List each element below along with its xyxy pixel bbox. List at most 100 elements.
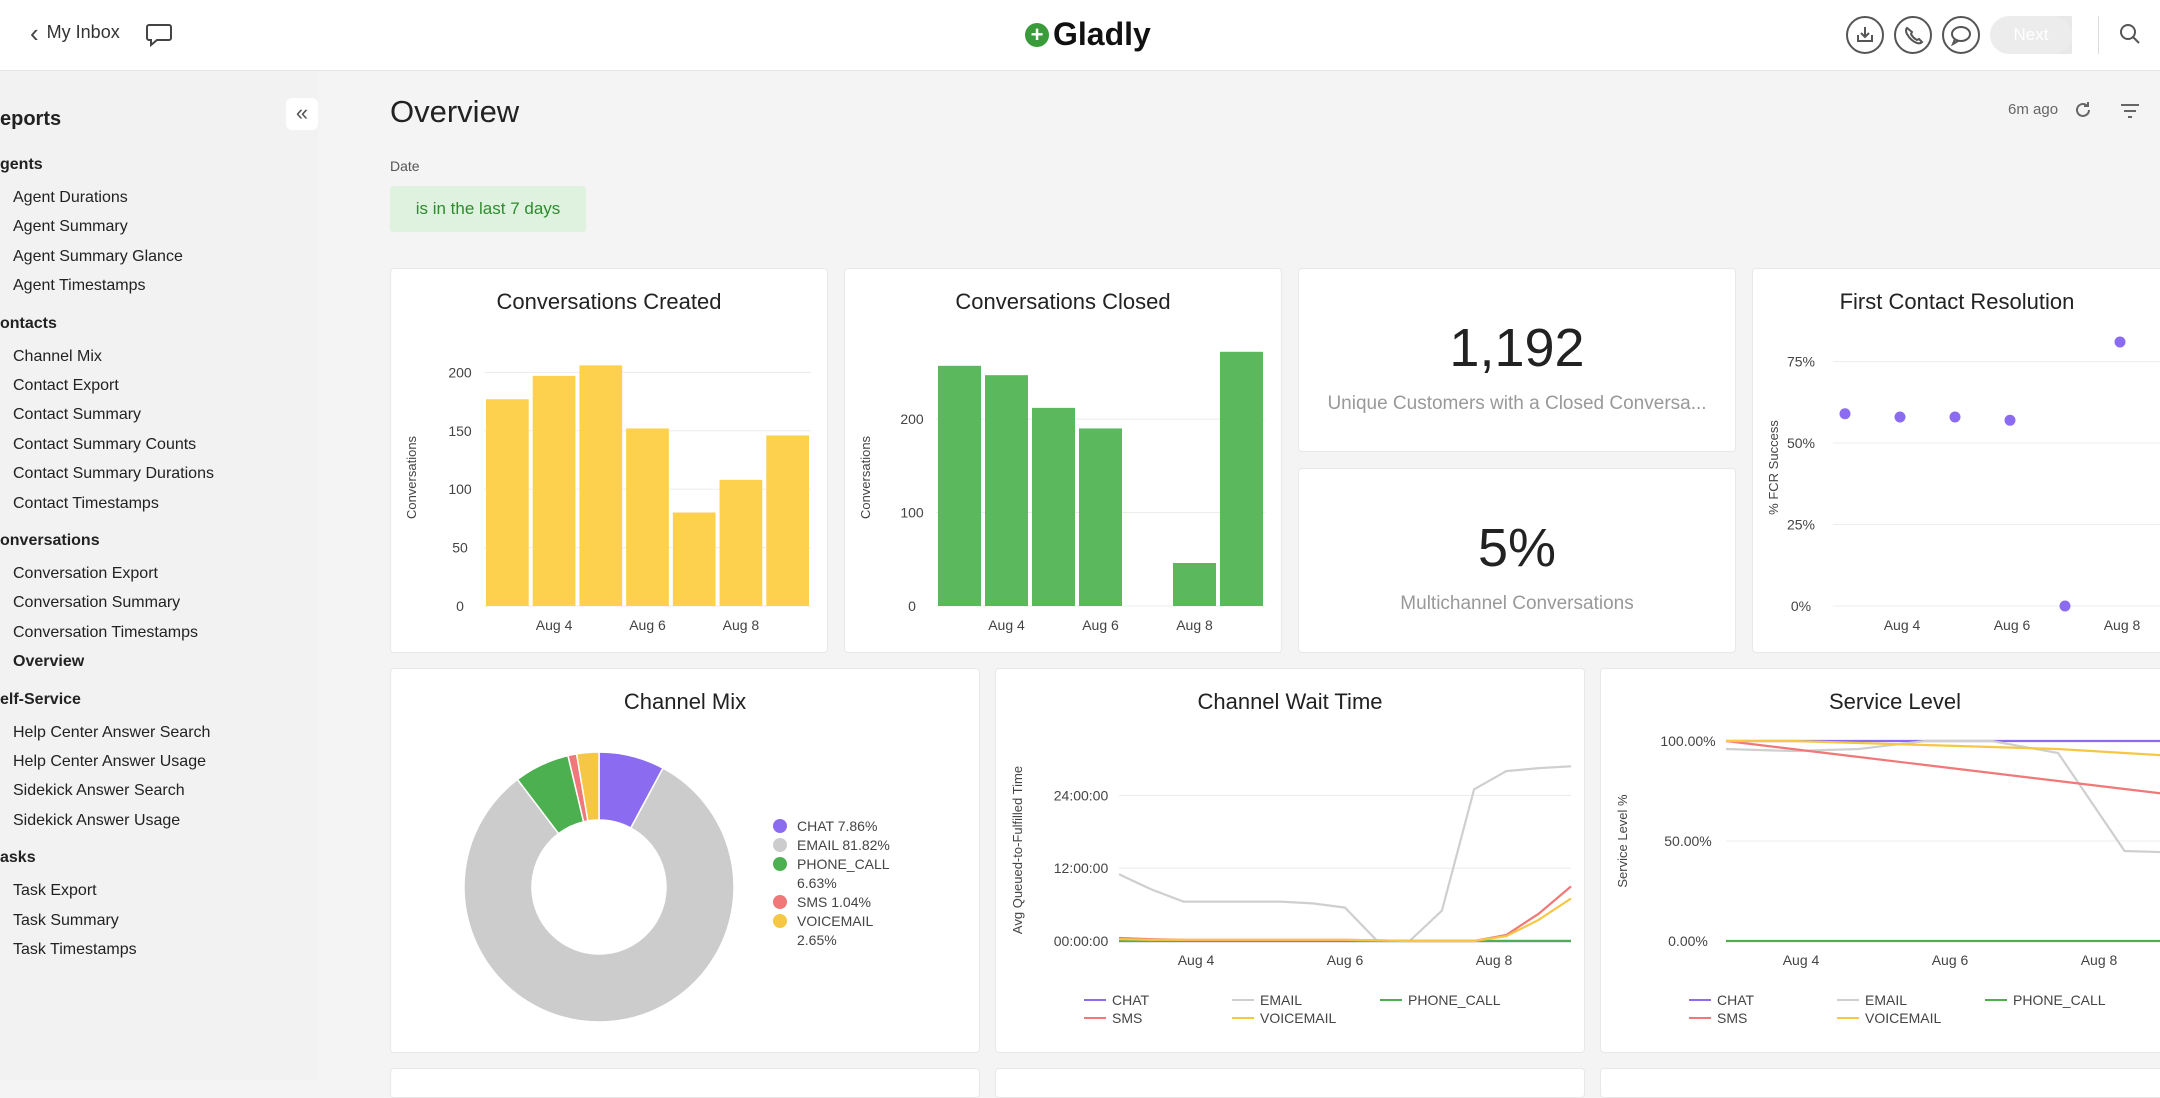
bar (672, 512, 716, 606)
series-line (1118, 885, 1572, 943)
chart-title: Channel Wait Time (1197, 689, 1383, 714)
sidebar-item[interactable]: Task Summary (13, 911, 119, 929)
first-contact-resolution-card: First Contact Resolution 0% 25% 50% 75% % FC… (1752, 268, 2160, 653)
sidebar-item[interactable]: Overview (13, 653, 85, 671)
legend-label: SMS (1112, 1010, 1142, 1026)
data-point (2059, 600, 2071, 612)
legend-label: VOICEMAIL (1865, 1010, 1941, 1026)
y-tick-label: 100 (448, 481, 472, 497)
legend-swatch (773, 857, 787, 871)
y-tick-label: 200 (448, 364, 472, 380)
y-tick-label: 00:00:00 (1054, 933, 1109, 949)
y-tick-label: 200 (900, 411, 924, 427)
sidebar-item[interactable]: Conversation Summary (13, 594, 181, 612)
sidebar-item[interactable]: Agent Durations (13, 189, 128, 206)
sidebar-item[interactable]: Contact Summary Durations (13, 465, 214, 483)
channel-mix-card: Channel Mix CHAT 7.86% EMAIL 81.82% PHONE_… (390, 668, 980, 1053)
back-label: My Inbox (46, 22, 120, 42)
legend-label: PHONE_CALL (2013, 992, 2106, 1008)
sidebar-group-label: elf-Service (0, 690, 81, 708)
bar (938, 365, 981, 606)
date-filter-chip[interactable]: is in the last 7 days (390, 186, 586, 232)
y-axis-label: Service Level % (1615, 794, 1630, 888)
sidebar-group-label: ontacts (0, 314, 57, 332)
x-tick-label: Aug 4 (1884, 617, 1921, 633)
bar (579, 365, 623, 606)
multichannel-card: 5% Multichannel Conversations (1298, 468, 1736, 653)
gladly-logo: + Gladly (1025, 16, 1151, 53)
data-point (2004, 414, 2016, 426)
sidebar-item[interactable]: Conversation Export (13, 565, 158, 582)
legend-label: PHONE_CALL (797, 856, 890, 872)
bar (985, 375, 1028, 606)
bar (1079, 428, 1122, 606)
sidebar-item[interactable]: Sidekick Answer Search (13, 782, 185, 800)
conversations-closed-card: Conversations Closed 0 100 200 Conversation… (844, 268, 1282, 653)
chat-bubble-icon[interactable] (145, 20, 173, 48)
y-tick-label: 100.00% (1660, 733, 1715, 749)
pie-slice (463, 767, 735, 1023)
legend-label: CHAT (1112, 992, 1150, 1008)
back-to-inbox-link[interactable]: ‹ My Inbox (30, 20, 120, 46)
sidebar-item[interactable]: Contact Summary (13, 406, 142, 424)
bar (1173, 563, 1216, 606)
y-tick-label: 100 (900, 505, 924, 521)
bar (719, 479, 763, 606)
sidebar-item[interactable]: Sidekick Answer Usage (13, 811, 181, 829)
chart-title: Channel Mix (623, 689, 747, 714)
bar (626, 428, 669, 606)
download-icon[interactable] (1846, 16, 1884, 54)
sidebar-item[interactable]: Agent Summary (13, 218, 128, 236)
next-row-card (390, 1068, 980, 1098)
conversations-closed-chart: 0 100 200 Conversations Aug 4 Aug 6 Aug 8 (858, 351, 1265, 633)
phone-icon[interactable] (1894, 16, 1932, 54)
unique-customers-value: 1,192 (1449, 318, 1585, 378)
x-tick-label: Aug 4 (1783, 952, 1820, 968)
data-point (1894, 411, 1906, 423)
next-button-label[interactable]: Next (1990, 16, 2072, 54)
bar (1032, 407, 1075, 606)
channel-wait-time-card: Channel Wait Time 00:00:00 12:00:00 24:00:… (995, 668, 1585, 1053)
series-line (1725, 739, 2160, 854)
sidebar-item[interactable]: Contact Summary Counts (13, 435, 197, 453)
refresh-icon[interactable] (2072, 99, 2094, 121)
top-bar: ‹ My Inbox + Gladly Next Next (0, 0, 2160, 71)
sidebar-item[interactable]: Contact Timestamps (13, 494, 159, 512)
x-tick-label: Aug 6 (1327, 952, 1364, 968)
sidebar-item[interactable]: Agent Timestamps (13, 277, 146, 295)
filter-icon[interactable] (2118, 100, 2142, 122)
sidebar-group-label: onversations (0, 532, 100, 549)
x-tick-label: Aug 8 (1476, 952, 1513, 968)
series-line (1118, 765, 1572, 943)
sidebar-item[interactable]: Help Center Answer Usage (13, 753, 206, 770)
next-row-card (995, 1068, 1585, 1098)
chart-title: Service Level (1828, 689, 1962, 714)
legend-label: 6.63% (797, 875, 837, 891)
search-icon[interactable] (2118, 22, 2142, 46)
legend-label: VOICEMAIL (1260, 1010, 1336, 1026)
x-tick-label: Aug 6 (1994, 617, 2031, 633)
legend-label: EMAIL 81.82% (797, 837, 890, 853)
legend-label: EMAIL (1260, 992, 1302, 1008)
logo-plus-icon: + (1025, 22, 1049, 47)
chat-icon[interactable] (1942, 16, 1980, 54)
sidebar-item[interactable]: Channel Mix (13, 347, 102, 365)
sidebar-item[interactable]: Conversation Timestamps (13, 623, 198, 641)
y-tick-label: 0% (1791, 598, 1811, 614)
series-line (1725, 739, 2160, 795)
collapse-sidebar-button[interactable]: « (286, 98, 318, 130)
sidebar-item[interactable]: Agent Summary Glance (13, 247, 183, 265)
sidebar-item[interactable]: Contact Export (13, 377, 119, 394)
x-tick-label: Aug 8 (1176, 617, 1213, 633)
sidebar-item[interactable]: Task Export (13, 882, 97, 900)
bar (532, 375, 576, 606)
x-tick-label: Aug 4 (1178, 952, 1215, 968)
sidebar-item[interactable]: Task Timestamps (13, 941, 137, 958)
sidebar-item[interactable]: Help Center Answer Search (13, 723, 211, 741)
bar (766, 435, 809, 606)
toolbar-divider (2098, 16, 2099, 54)
legend-label: CHAT (1717, 992, 1755, 1008)
legend-label: EMAIL (1865, 992, 1907, 1008)
service-level-card: Service Level 0.00% 50.00% 100.00% Service … (1600, 668, 2160, 1053)
multichannel-label: Multichannel Conversations (1400, 593, 1634, 614)
